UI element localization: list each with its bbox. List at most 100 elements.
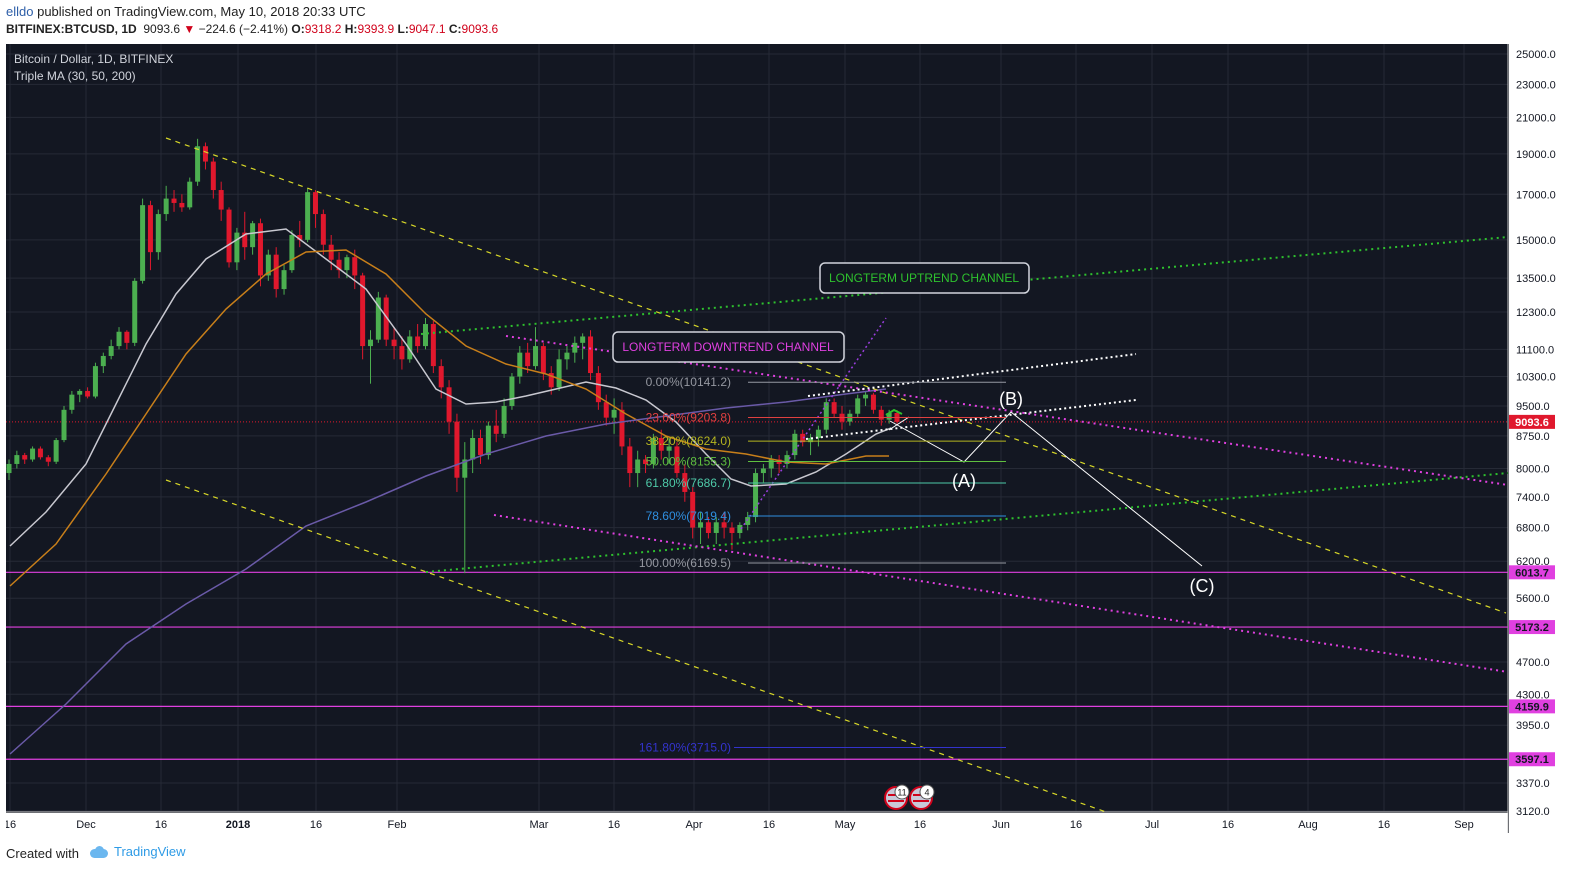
downtrend-lower-yellow[interactable] (165, 479, 1107, 813)
indicator-label[interactable]: Triple MA (30, 50, 200) (14, 69, 136, 83)
candle-body (721, 522, 727, 528)
uptrend-annotation-box[interactable] (819, 262, 1030, 294)
white-channel-upper[interactable] (807, 353, 1137, 397)
candle-body (823, 402, 829, 430)
y-tick-label: 17000.0 (1516, 189, 1556, 201)
y-tick-label: 3370.0 (1516, 778, 1550, 790)
candle-body (407, 336, 413, 360)
candle-body (147, 205, 153, 253)
candle-body (627, 446, 633, 474)
x-tick-label: Apr (685, 819, 702, 831)
candle-body (320, 214, 326, 245)
symbol-label: BITFINEX:BTCUSD, 1D (6, 22, 137, 36)
price-chart[interactable]: 0.00%(10141.2) 23.60%(9203.8) 38.20%(8624.… (4, 44, 1562, 833)
author-link[interactable]: elldo (6, 4, 34, 19)
price-label-text: 6013.7 (1515, 567, 1549, 579)
chart-title: Bitcoin / Dollar, 1D, BITFINEX (14, 52, 174, 66)
candle-body (556, 359, 562, 388)
abc-start-tick[interactable] (888, 416, 910, 431)
uptrend-upper-green[interactable] (420, 236, 1509, 335)
close-label: C: (448, 22, 462, 36)
candle-body (493, 425, 499, 434)
candle-body (509, 376, 515, 406)
fib-level-label: 38.20%(8624.0) (646, 434, 731, 448)
candle-body (737, 524, 743, 533)
candle-body (305, 192, 311, 240)
footer: Created with TradingView (0, 838, 1584, 878)
candle-body (674, 446, 680, 474)
downtrend-upper-yellow[interactable] (165, 137, 1507, 614)
y-tick-label: 8750.0 (1516, 431, 1550, 443)
price-label-text: 5173.2 (1515, 622, 1549, 634)
candle-body (218, 190, 224, 210)
candle-body (682, 473, 688, 492)
x-tick-label: 16 (155, 819, 167, 831)
candle-body (155, 214, 161, 253)
candle-body (870, 394, 876, 410)
last-price: 9093.6 (143, 22, 181, 36)
last-price-badge-text: 9093.6 (1515, 417, 1549, 429)
x-tick-label: Jul (1145, 819, 1159, 831)
candles (6, 138, 900, 574)
x-tick-label: Jun (992, 819, 1010, 831)
wave-a-label: (A) (952, 471, 976, 491)
candle-body (745, 517, 751, 525)
candle-body (698, 522, 704, 528)
candle-body (863, 394, 869, 399)
ohlc-line: BITFINEX:BTCUSD, 1D 9093.6 ▼ −224.6 (−2.… (6, 22, 498, 36)
candle-body (328, 244, 334, 260)
open-label: O: (291, 22, 305, 36)
green-arrow-icon (885, 408, 903, 416)
event-badge[interactable]: 11 (884, 784, 910, 810)
candle-body (336, 259, 342, 271)
candle-body (108, 346, 114, 356)
candle-body (595, 373, 601, 403)
created-with-text: Created with (6, 846, 79, 861)
flag-stripe (888, 800, 904, 802)
candle-body (391, 339, 397, 347)
uptrend-lower-green[interactable] (425, 472, 1509, 573)
candle-body (768, 459, 774, 469)
candle-body (635, 459, 641, 474)
tradingview-brand-link[interactable]: TradingView (88, 844, 186, 859)
candle-body (438, 366, 444, 388)
chart-panel[interactable]: 0.00%(10141.2) 23.60%(9203.8) 38.20%(8624.… (4, 44, 1562, 833)
ma50-line[interactable] (9, 249, 889, 587)
candle-body (360, 275, 366, 347)
candle-body (446, 387, 452, 422)
candle-body (808, 437, 814, 443)
candle-body (375, 297, 381, 340)
y-tick-label: 7400.0 (1516, 492, 1550, 504)
candle-body (753, 473, 759, 518)
candle-body (116, 331, 122, 347)
x-tick-label: 16 (310, 819, 322, 831)
candle-body (163, 198, 169, 215)
time-axis[interactable] (6, 813, 1508, 833)
publish-info: elldo published on TradingView.com, May … (6, 4, 366, 19)
low-value: 9047.1 (408, 22, 446, 36)
candle-body (517, 352, 523, 377)
candle-body (619, 409, 625, 447)
candle-body (187, 181, 193, 208)
candle-body (100, 355, 106, 367)
fib-level-label: 78.60%(7019.4) (646, 509, 731, 523)
candle-body (729, 527, 735, 533)
candle-body (45, 457, 51, 462)
ma200-line[interactable] (9, 388, 887, 755)
open-value: 9318.2 (304, 22, 342, 36)
candle-body (289, 234, 295, 271)
candle-body (572, 342, 578, 353)
candle-body (297, 234, 303, 240)
candle-body (650, 437, 656, 464)
downtrend-annotation-label: LONGTERM DOWNTREND CHANNEL (622, 340, 834, 354)
downtrend-annotation-box[interactable] (612, 331, 845, 363)
candle-body (140, 205, 146, 281)
event-badge[interactable]: 4 (909, 784, 935, 810)
uptrend-annotation-label: LONGTERM UPTREND CHANNEL (829, 271, 1019, 285)
ma30-line[interactable] (9, 228, 892, 547)
x-tick-label: Sep (1454, 819, 1474, 831)
badge-count: 4 (924, 788, 929, 798)
y-tick-label: 5600.0 (1516, 593, 1550, 605)
white-channel-lower[interactable] (805, 399, 1137, 440)
candle-body (281, 270, 287, 290)
